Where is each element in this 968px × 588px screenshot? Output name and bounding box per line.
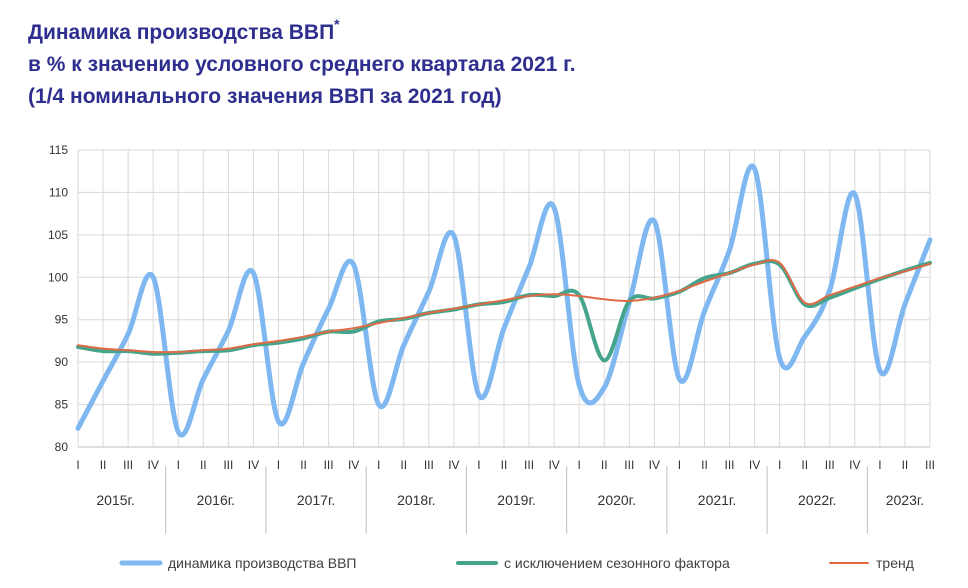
title-line-3: (1/4 номинального значения ВВП за 2021 г… xyxy=(28,85,502,108)
gdp-dynamics-line xyxy=(75,163,933,438)
legend-item-gdp-label: динамика производства ВВП xyxy=(168,555,357,571)
title-main-text: Динамика производства ВВП xyxy=(28,21,335,44)
quarter-label: IV xyxy=(548,458,559,472)
quarter-label: I xyxy=(177,458,180,472)
title-line-2: в % к значению условного среднего кварта… xyxy=(28,53,576,76)
quarter-label: I xyxy=(678,458,681,472)
year-label: 2020г. xyxy=(598,492,636,508)
quarter-label: II xyxy=(601,458,608,472)
year-label: 2015г. xyxy=(96,492,134,508)
quarter-label: IV xyxy=(248,458,259,472)
quarter-label: II xyxy=(100,458,107,472)
y-tick-label: 95 xyxy=(55,313,69,327)
quarter-label: III xyxy=(324,458,334,472)
quarter-label: III xyxy=(424,458,434,472)
y-tick-label: 110 xyxy=(49,185,68,199)
legend-item-seasonal-label: с исключением сезонного фактора xyxy=(504,555,730,571)
quarter-label: IV xyxy=(348,458,359,472)
quarter-label: I xyxy=(778,458,781,472)
quarter-label: II xyxy=(801,458,808,472)
quarter-label: I xyxy=(377,458,380,472)
y-tick-label: 85 xyxy=(55,398,69,412)
y-tick-label: 115 xyxy=(49,143,68,157)
quarter-label: II xyxy=(300,458,307,472)
trend-line xyxy=(77,259,931,354)
quarter-label: II xyxy=(902,458,909,472)
y-tick-label: 100 xyxy=(48,270,68,284)
year-label: 2019г. xyxy=(497,492,535,508)
quarter-label: IV xyxy=(448,458,459,472)
quarter-label: II xyxy=(200,458,207,472)
quarter-label: IV xyxy=(649,458,660,472)
quarter-label: I xyxy=(277,458,280,472)
quarter-label: I xyxy=(578,458,581,472)
quarter-label: I xyxy=(878,458,881,472)
year-label: 2022г. xyxy=(798,492,836,508)
series-lines xyxy=(75,163,933,438)
y-tick-label: 90 xyxy=(55,355,69,369)
year-label: 2021г. xyxy=(698,492,736,508)
quarter-label: II xyxy=(400,458,407,472)
quarter-label: III xyxy=(223,458,233,472)
x-axis: I II III IV I II III IV I II III IV I II III IV I II III IV… xyxy=(76,446,935,534)
year-label: 2016г. xyxy=(197,492,235,508)
footnote-marker: * xyxy=(334,16,340,32)
title-line-1: Динамика производства ВВП* xyxy=(28,10,576,49)
year-label: 2023г. xyxy=(886,492,924,508)
year-label: 2017г. xyxy=(297,492,335,508)
quarter-label: IV xyxy=(749,458,760,472)
quarter-label: IV xyxy=(849,458,860,472)
quarter-label: III xyxy=(624,458,634,472)
quarter-label: IV xyxy=(148,458,159,472)
quarter-label: III xyxy=(925,458,935,472)
grid xyxy=(77,149,931,448)
quarter-label: I xyxy=(76,458,79,472)
chart-title: Динамика производства ВВП* в % к значени… xyxy=(28,10,576,113)
quarter-label: III xyxy=(825,458,835,472)
y-tick-label: 105 xyxy=(48,228,68,242)
year-label: 2018г. xyxy=(397,492,435,508)
legend: динамика производства ВВП с исключением с… xyxy=(119,555,914,571)
quarter-label: II xyxy=(701,458,708,472)
y-tick-label: 80 xyxy=(55,440,69,454)
y-axis: 80 85 90 95 100 105 110 115 xyxy=(48,143,68,454)
quarter-label: III xyxy=(123,458,133,472)
quarter-label: III xyxy=(725,458,735,472)
quarter-label: II xyxy=(501,458,508,472)
quarter-label: III xyxy=(524,458,534,472)
quarter-label: I xyxy=(477,458,480,472)
legend-item-trend-label: тренд xyxy=(876,555,914,571)
